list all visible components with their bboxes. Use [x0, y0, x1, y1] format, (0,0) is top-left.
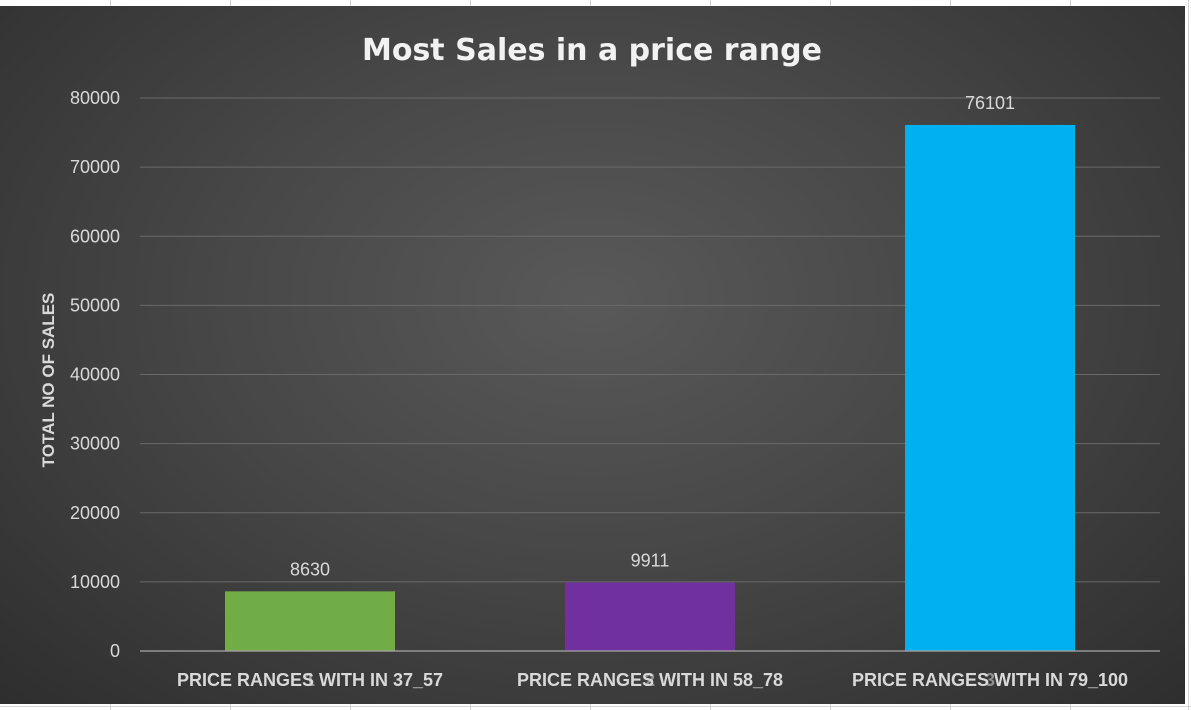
y-axis-title: TOTAL NO OF SALES	[39, 293, 58, 468]
y-tick-label: 80000	[70, 88, 120, 108]
x-category-label: PRICE RANGES WITH IN 37_57	[177, 670, 443, 690]
data-label: 8630	[290, 559, 330, 579]
y-axis-ticks: 0 10000 20000 30000 40000 50000 60000 70000 8000…	[70, 88, 120, 661]
y-tick-label: 70000	[70, 157, 120, 177]
gridlines	[140, 97, 1160, 583]
bar[interactable]	[565, 582, 735, 651]
data-labels: 8630 9911 76101	[290, 93, 1015, 579]
data-label: 76101	[965, 93, 1015, 113]
data-label: 9911	[631, 550, 670, 570]
bar[interactable]	[905, 124, 1075, 651]
chart-area[interactable]: Most Sales in a price range 0 10000 20000 3…	[0, 6, 1185, 704]
bar-chart: Most Sales in a price range 0 10000 20000 3…	[39, 33, 1160, 690]
y-tick-label: 30000	[70, 434, 120, 454]
y-tick-label: 10000	[70, 572, 120, 592]
chart-title: Most Sales in a price range	[362, 33, 822, 68]
x-category-number: 3	[985, 670, 995, 690]
x-category-number: 1	[305, 670, 315, 690]
y-tick-label: 20000	[70, 503, 120, 523]
x-category-number: 2	[645, 670, 655, 690]
y-tick-label: 60000	[70, 226, 120, 246]
bars	[225, 124, 1075, 651]
x-category-label: PRICE RANGES WITH IN 58_78	[517, 670, 783, 690]
y-tick-label: 50000	[70, 295, 120, 315]
bar[interactable]	[225, 591, 395, 651]
x-category-label: PRICE RANGES WITH IN 79_100	[852, 670, 1128, 690]
y-tick-label: 40000	[70, 365, 120, 385]
y-tick-label: 0	[110, 641, 120, 661]
